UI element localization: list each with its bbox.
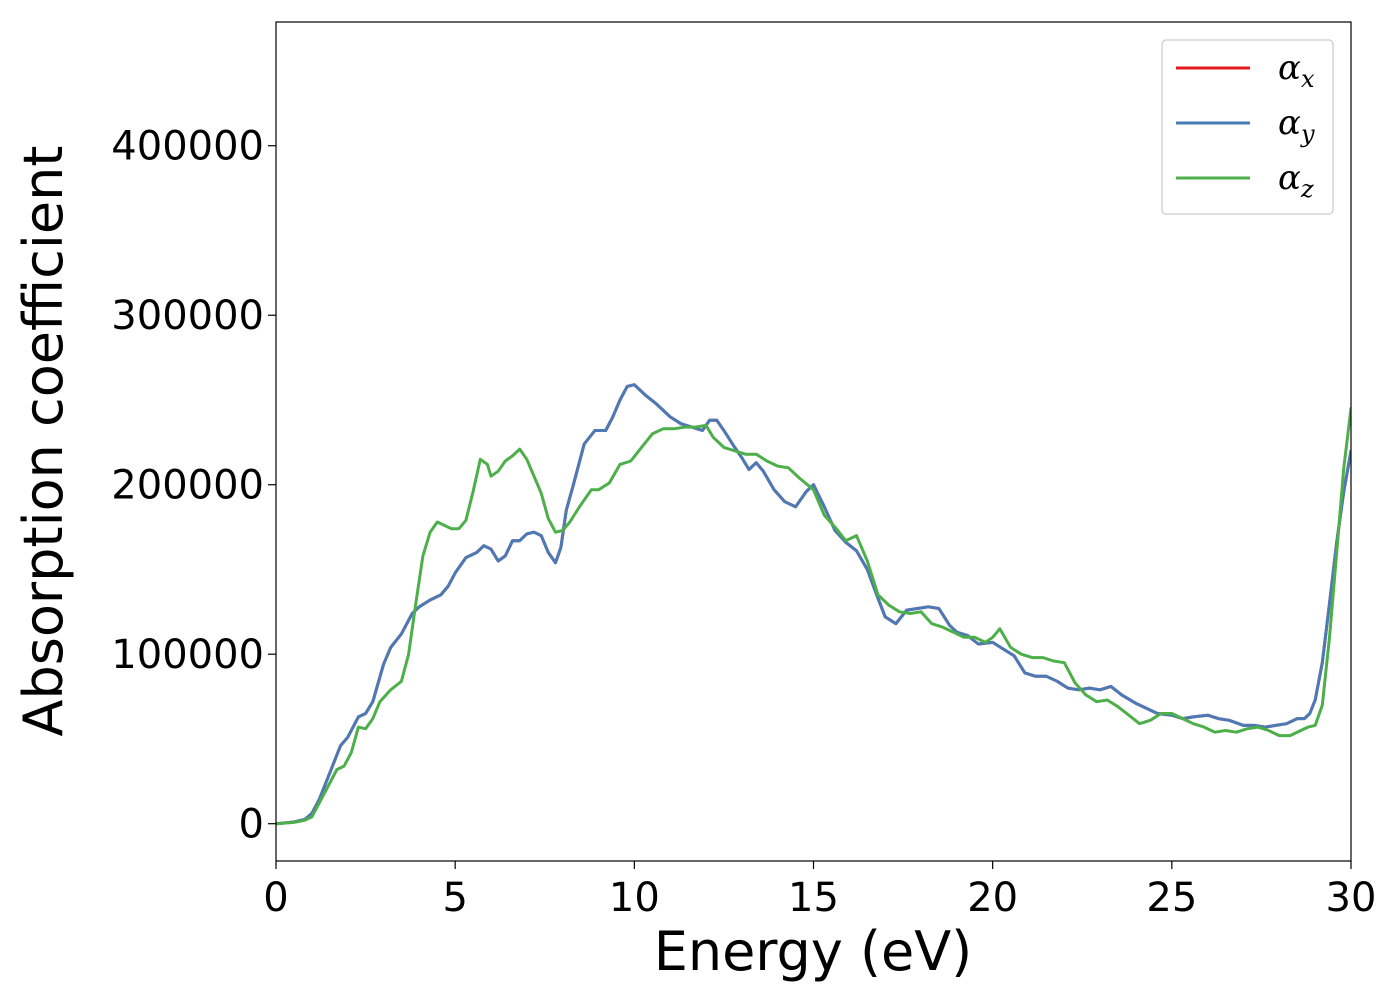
x-tick-label: 15 [788, 875, 839, 921]
x-tick-label: 0 [263, 875, 288, 921]
y-axis-label: Absorption coefficient [12, 146, 75, 737]
y-tick-label: 200000 [111, 463, 264, 509]
y-tick-label: 300000 [111, 293, 264, 339]
y-tick-label: 0 [239, 802, 264, 848]
x-tick-label: 25 [1146, 875, 1197, 921]
y-axis-ticks: 0 100000 200000 300000 400000 [111, 124, 276, 848]
y-tick-label: 100000 [111, 632, 264, 678]
series-line-z [276, 406, 1351, 826]
x-axis-label: Energy (eV) [654, 920, 973, 983]
x-tick-label: 10 [609, 875, 660, 921]
x-tick-label: 5 [442, 875, 467, 921]
x-tick-label: 30 [1326, 875, 1377, 921]
y-tick-label: 400000 [111, 124, 264, 170]
legend: αx αy αz [1161, 39, 1334, 215]
x-tick-label: 20 [967, 875, 1018, 921]
plot-lines [276, 383, 1351, 826]
legend-label-z: αz [1278, 158, 1314, 203]
x-axis-ticks: 0 5 10 15 20 25 30 [263, 861, 1376, 921]
legend-label-y: αy [1278, 103, 1315, 148]
legend-label-x: αx [1278, 48, 1315, 93]
legend-box [1161, 39, 1334, 215]
